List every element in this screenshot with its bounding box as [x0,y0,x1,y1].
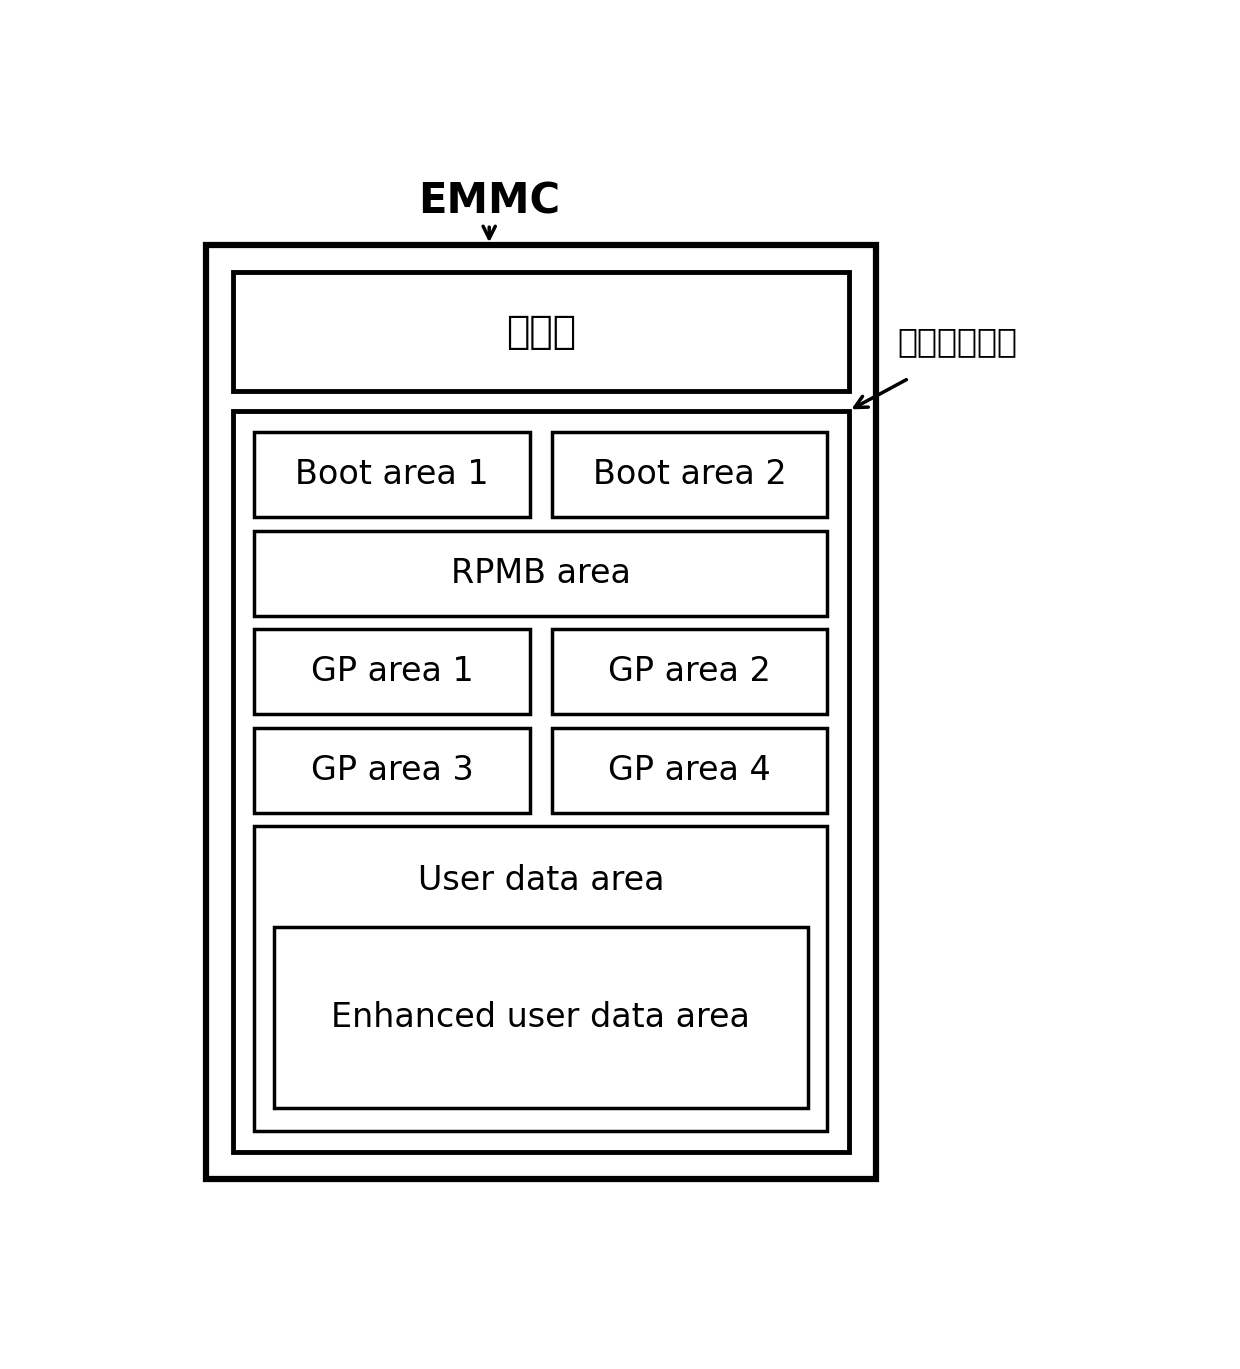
Text: EMMC: EMMC [418,181,560,222]
Bar [274,927,808,1108]
Bar [254,630,529,715]
Text: 系统操作分区: 系统操作分区 [898,324,1017,357]
Bar [552,630,827,715]
Bar [552,433,827,517]
Bar [254,728,529,813]
Text: GP area 2: GP area 2 [608,656,771,689]
Text: GP area 4: GP area 4 [608,754,771,787]
Bar [254,433,529,517]
Text: 控制器: 控制器 [506,312,575,350]
Text: User data area: User data area [418,864,665,897]
Text: GP area 1: GP area 1 [311,656,474,689]
Text: Boot area 1: Boot area 1 [295,459,489,491]
Bar [552,728,827,813]
Text: Enhanced user data area: Enhanced user data area [331,1001,750,1034]
Bar [206,245,875,1179]
Text: RPMB area: RPMB area [451,557,631,590]
Bar [233,411,849,1153]
Bar [254,531,827,616]
Bar [233,272,849,392]
Bar [254,827,827,1131]
Text: Boot area 2: Boot area 2 [593,459,786,491]
Text: GP area 3: GP area 3 [311,754,474,787]
